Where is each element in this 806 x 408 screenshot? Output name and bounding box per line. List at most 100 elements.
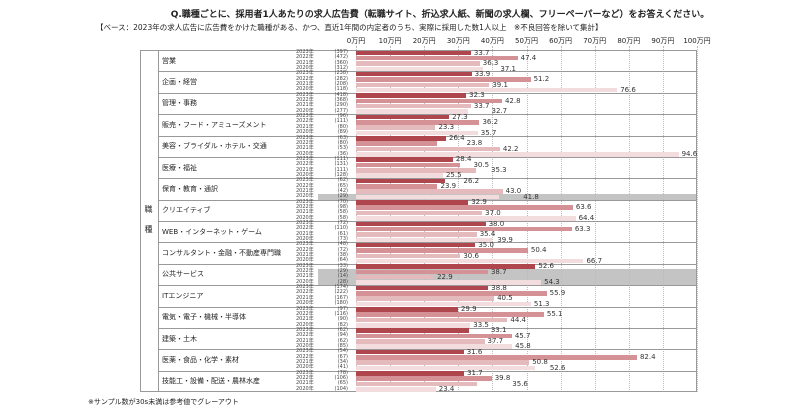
sample-size: (67) — [337, 353, 348, 360]
bar-2021 — [356, 296, 495, 301]
year-label: 2020年 — [296, 364, 314, 371]
bar-2023 — [356, 371, 465, 376]
year-label: 2023年 — [296, 262, 314, 269]
bar-2022 — [356, 205, 573, 210]
data-label: 40.5 — [497, 294, 513, 303]
year-label: 2020年 — [296, 171, 314, 178]
bar-2022 — [356, 141, 438, 146]
data-label: 37.7 — [487, 337, 504, 346]
bar-2022 — [356, 226, 572, 232]
year-label: 2023年 — [296, 369, 314, 376]
category-label: 美容・ブライダル・ホテル・交通 — [162, 142, 267, 151]
bar-2021 — [356, 274, 435, 280]
year-label: 2023年 — [296, 284, 314, 291]
year-label: 2022年 — [296, 289, 314, 296]
data-label: 25.5 — [445, 171, 462, 180]
data-label: 44.4 — [510, 315, 526, 324]
year-label: 2020年 — [296, 321, 314, 328]
data-label: 38.0 — [488, 219, 505, 228]
data-label: 32.7 — [491, 107, 508, 116]
sample-size: (54) — [337, 348, 348, 355]
sample-size: (282) — [334, 75, 348, 82]
data-label: 23.9 — [440, 182, 457, 191]
bar-2023 — [356, 221, 486, 227]
category-label: 医薬・食品・化学・素材 — [162, 355, 239, 364]
data-label: 28.4 — [455, 155, 472, 164]
year-label: 2022年 — [296, 161, 314, 168]
sample-size: (72) — [337, 220, 348, 226]
year-label: 2021年 — [296, 123, 314, 130]
sample-size: (53) — [337, 145, 348, 152]
grayout-band — [318, 269, 697, 275]
sample-size: (104) — [334, 385, 348, 392]
data-label: 50.4 — [530, 246, 547, 255]
bar-2020 — [356, 237, 493, 243]
year-label: 2021年 — [296, 380, 314, 387]
data-label: 50.8 — [532, 358, 548, 367]
data-label: 42.2 — [502, 144, 519, 153]
sample-size: (111) — [334, 118, 348, 125]
x-tick-label: 100万円 — [683, 37, 711, 45]
year-label: 2022年 — [296, 182, 314, 189]
bar-2022 — [356, 269, 488, 275]
bar-2020 — [356, 323, 471, 328]
bar-2022 — [356, 98, 502, 104]
category-label: 公共サービス — [162, 270, 204, 279]
data-label: 26.2 — [463, 176, 480, 185]
bar-2020 — [356, 66, 483, 72]
data-label: 45.8 — [515, 342, 531, 351]
bar-2021 — [356, 189, 503, 194]
data-label: 23.4 — [438, 385, 455, 394]
data-label: 55.9 — [549, 288, 566, 297]
year-label: 2023年 — [296, 220, 314, 226]
x-tick-label: 0万円 — [346, 37, 366, 45]
sample-size: (29) — [337, 268, 348, 275]
bar-2023 — [356, 136, 447, 141]
bar-2023 — [356, 157, 453, 162]
data-label: 51.3 — [533, 299, 550, 308]
x-tick-label: 10万円 — [378, 37, 402, 45]
data-label: 63.6 — [575, 203, 592, 212]
year-label: 2021年 — [296, 294, 314, 301]
sample-size: (111) — [334, 155, 348, 162]
year-label: 2021年 — [296, 273, 314, 280]
category-label: 建築・土木 — [162, 334, 197, 343]
bar-2020 — [356, 387, 436, 392]
year-label: 2023年 — [296, 155, 314, 162]
sample-size: (96) — [337, 113, 348, 120]
year-label: 2020年 — [296, 107, 314, 114]
category-label: 企画・経営 — [162, 78, 197, 87]
year-label: 2021年 — [296, 166, 314, 173]
sample-size: (65) — [337, 182, 348, 189]
data-label: 33.7 — [473, 101, 490, 110]
year-label: 2023年 — [296, 134, 314, 141]
base-note: 【ベース：2023年の求人広告に広告費をかけた職種がある、かつ、直近1年間の内定… — [96, 23, 603, 32]
bar-2020 — [356, 152, 679, 157]
sample-size: (58) — [337, 214, 348, 221]
bar-2022 — [356, 55, 518, 61]
year-label: 2022年 — [296, 353, 314, 360]
data-label: 33.7 — [473, 48, 490, 57]
sample-size: (34) — [337, 358, 348, 365]
year-label: 2020年 — [296, 214, 314, 221]
sample-size: (14) — [337, 273, 348, 280]
sample-size: (97) — [337, 305, 348, 312]
bar-2020 — [356, 194, 499, 200]
sample-size: (78) — [337, 369, 348, 376]
x-tick-label: 50万円 — [515, 37, 538, 45]
year-label: 2020年 — [296, 150, 314, 157]
sample-size: (62) — [337, 326, 348, 333]
year-label: 2023年 — [296, 70, 314, 77]
x-tick-label: 60万円 — [549, 37, 573, 45]
sample-size: (61) — [337, 230, 348, 237]
bar-2021 — [356, 125, 436, 130]
sample-size: (94) — [337, 332, 348, 339]
bar-2021 — [356, 253, 461, 259]
year-label: 2022年 — [296, 97, 314, 104]
data-label: 23.3 — [438, 123, 455, 132]
category-label: 管理・事務 — [162, 99, 197, 108]
sample-size: (98) — [337, 203, 348, 210]
sample-size: (312) — [334, 65, 348, 72]
sample-size: (90) — [337, 316, 348, 323]
bar-2022 — [356, 184, 438, 189]
